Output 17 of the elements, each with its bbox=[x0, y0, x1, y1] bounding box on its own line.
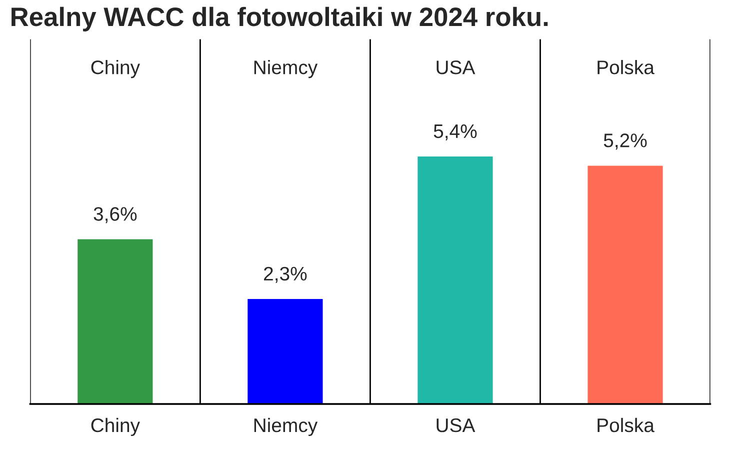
bar bbox=[76, 238, 154, 404]
x-tick-label: Polska bbox=[598, 60, 654, 74]
category-label: Polska bbox=[598, 418, 654, 432]
x-tick-label: Chiny bbox=[91, 60, 140, 78]
x-tick-label: USA bbox=[436, 60, 476, 74]
category-label: Chiny bbox=[91, 418, 140, 436]
chart-title: Realny WACC dla fotowoltaiki w 2024 roku. bbox=[12, 6, 548, 32]
bar bbox=[246, 298, 324, 404]
data-label: 5,4% bbox=[434, 124, 477, 140]
x-tick-label: Niemcy bbox=[254, 60, 318, 78]
data-label: 5,2% bbox=[604, 134, 647, 150]
data-label: 3,6% bbox=[94, 207, 137, 224]
category-label: Niemcy bbox=[254, 418, 318, 436]
category-label: USA bbox=[436, 418, 476, 432]
data-label: 2,3% bbox=[264, 266, 307, 283]
bar bbox=[586, 164, 664, 404]
bar bbox=[416, 155, 494, 404]
